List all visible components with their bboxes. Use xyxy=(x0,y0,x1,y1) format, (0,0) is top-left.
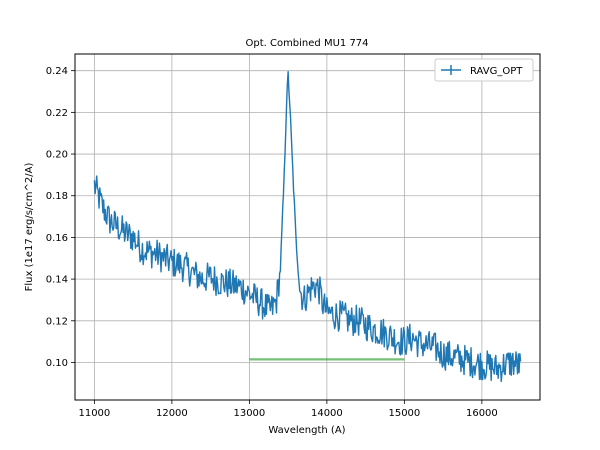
series-layer xyxy=(93,71,522,383)
y-tick-label: 0.12 xyxy=(46,316,68,327)
x-tick-label: 15000 xyxy=(388,408,420,419)
x-tick-label: 16000 xyxy=(466,408,498,419)
y-tick-label: 0.16 xyxy=(46,233,68,244)
y-tick-label: 0.20 xyxy=(46,150,68,161)
x-axis-ticks: 11000 12000 13000 14000 15000 16000 xyxy=(78,400,498,419)
x-tick-label: 11000 xyxy=(78,408,110,419)
x-axis-label: Wavelength (A) xyxy=(268,425,345,436)
y-tick-label: 0.18 xyxy=(46,191,68,202)
x-tick-label: 13000 xyxy=(233,408,265,419)
series-line-ravg-opt xyxy=(93,71,522,383)
y-tick-label: 0.14 xyxy=(46,275,68,286)
chart-title: Opt. Combined MU1 774 xyxy=(245,38,368,49)
legend-frame xyxy=(434,58,534,82)
x-tick-label: 12000 xyxy=(156,408,188,419)
legend-entry-label: RAVG_OPT xyxy=(470,66,523,77)
y-axis-label: Flux (1e17 erg/s/cm^2/A) xyxy=(24,163,35,292)
plot-frame xyxy=(74,53,541,401)
y-tick-label: 0.10 xyxy=(46,358,68,369)
legend: RAVG_OPT xyxy=(434,58,534,82)
grid-lines xyxy=(75,54,540,400)
x-tick-label: 14000 xyxy=(311,408,343,419)
y-axis-ticks: 0.10 0.12 0.14 0.16 0.18 0.20 0.22 0.24 xyxy=(46,66,75,369)
y-tick-label: 0.22 xyxy=(46,108,68,119)
y-tick-label: 0.24 xyxy=(46,66,68,77)
